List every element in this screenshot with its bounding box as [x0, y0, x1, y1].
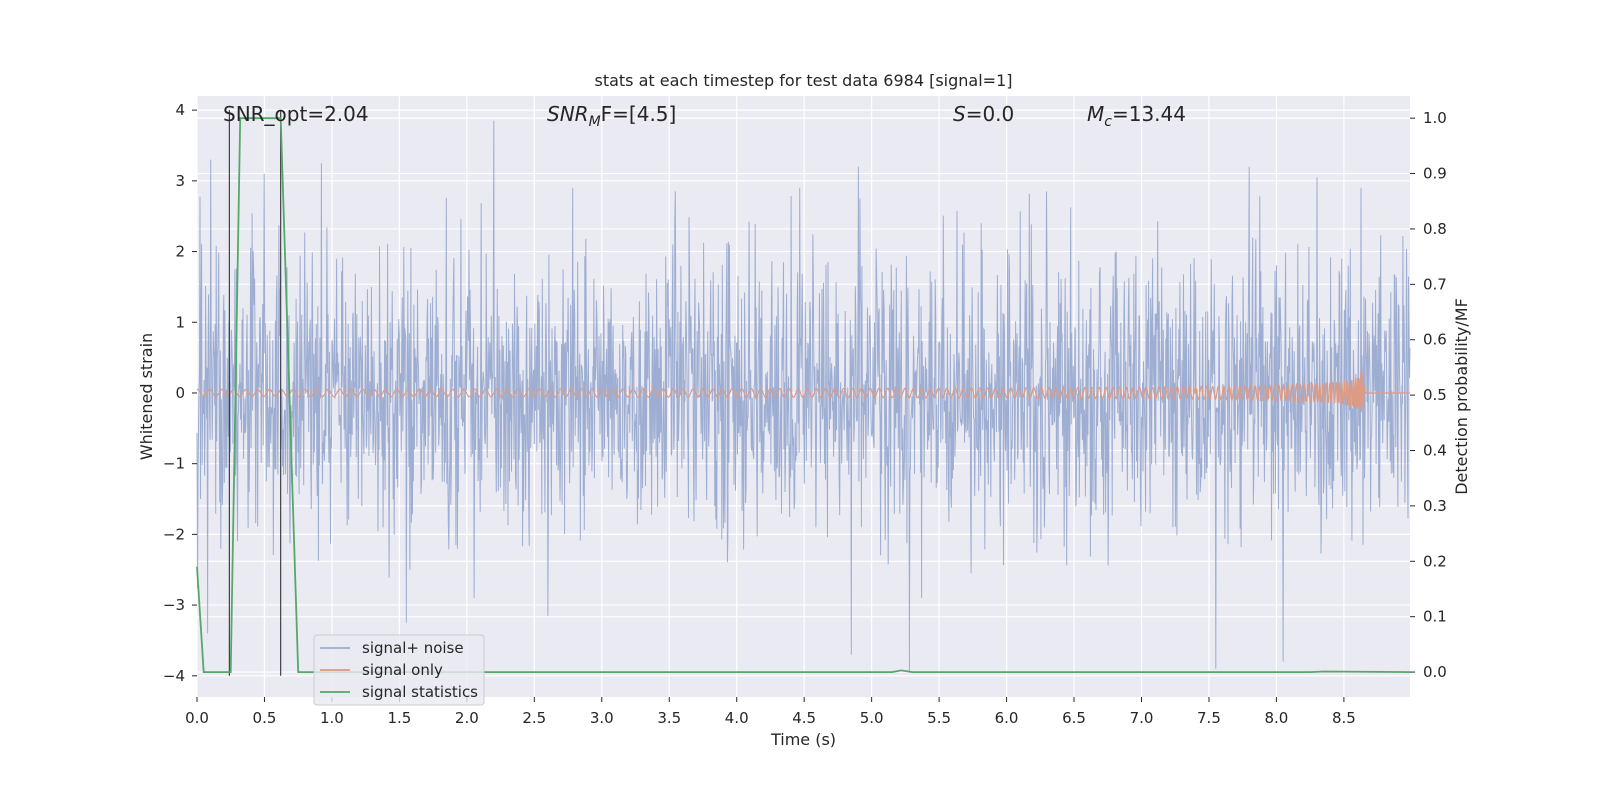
y-right-tick-label: 0.1 [1423, 608, 1447, 626]
annotation-mc-rest: =13.44 [1112, 102, 1186, 126]
annotation-s: S=0.0 [953, 102, 1014, 126]
legend: signal+ noise signal only signal statist… [313, 634, 485, 706]
x-tick-label: 0.5 [253, 709, 277, 727]
y-axis-right-label: Detection probability/MF [1452, 298, 1471, 495]
y-right-tick-label: 0.9 [1423, 165, 1447, 183]
y-tick-label: −2 [163, 525, 185, 543]
y-tick-label: 1 [175, 313, 185, 331]
y-tick-label: −4 [163, 667, 185, 685]
x-tick-label: 1.0 [320, 709, 344, 727]
x-tick-label: 0.0 [185, 709, 209, 727]
annotation-mc-sub: c [1104, 114, 1112, 130]
annotation-snr-mf-main: SNR [547, 102, 589, 126]
legend-label-signal-noise: signal+ noise [362, 639, 464, 657]
y-axis-left-ticks: −4 −3 −2 −1 0 1 2 3 4 [163, 101, 197, 685]
series-signal-only [196, 369, 1410, 411]
x-tick-label: 7.0 [1130, 709, 1154, 727]
annotation-snr-mf-rest: F=[4.5] [601, 102, 677, 126]
y-tick-label: 2 [175, 243, 185, 261]
y-right-tick-label: 0.8 [1423, 220, 1447, 238]
x-tick-label: 7.5 [1197, 709, 1221, 727]
y-tick-label: 4 [175, 101, 185, 119]
annotation-s-rest: =0.0 [966, 102, 1015, 126]
annotation-mc-main: M [1087, 102, 1104, 126]
stats-trace [196, 117, 1411, 673]
x-tick-label: 2.0 [455, 709, 479, 727]
x-tick-label: 2.5 [522, 709, 546, 727]
x-tick-label: 5.0 [860, 709, 884, 727]
y-axis-label: Whitened strain [137, 333, 156, 460]
x-tick-label: 3.0 [590, 709, 614, 727]
chirp-trace [196, 369, 1410, 411]
x-axis-label: Time (s) [770, 730, 836, 749]
y-axis-right-ticks: 0.0 0.1 0.2 0.3 0.4 0.5 0.6 0.7 0.8 0.9 1.0 [1410, 109, 1447, 681]
annotation-mc: Mc=13.44 [1087, 102, 1186, 130]
x-tick-label: 8.5 [1332, 709, 1356, 727]
legend-label-signal-only: signal only [362, 661, 443, 679]
chart-title: stats at each timestep for test data 698… [594, 71, 1012, 90]
x-tick-label: 5.5 [927, 709, 951, 727]
y-right-tick-label: 0.2 [1423, 552, 1447, 570]
vertical-markers [228, 110, 282, 676]
legend-label-signal-statistics: signal statistics [362, 683, 478, 701]
y-tick-label: 0 [175, 384, 185, 402]
y-tick-label: −3 [163, 596, 185, 614]
annotation-snr-mf: SNRMF=[4.5] [547, 102, 676, 130]
annotation-snr-opt: SNR_opt=2.04 [223, 102, 369, 126]
x-tick-label: 3.5 [657, 709, 681, 727]
y-right-tick-label: 0.3 [1423, 497, 1447, 515]
x-tick-label: 6.0 [995, 709, 1019, 727]
y-right-tick-label: 0.6 [1423, 331, 1447, 349]
series-signal-statistics [196, 117, 1411, 673]
y-right-tick-label: 1.0 [1423, 109, 1447, 127]
noise-trace [196, 120, 1411, 673]
annotation-s-italic: S [953, 102, 966, 126]
x-tick-label: 8.0 [1264, 709, 1288, 727]
annotation-snr-mf-sub: M [589, 114, 601, 130]
y-right-tick-label: 0.7 [1423, 275, 1447, 293]
y-right-tick-label: 0.4 [1423, 442, 1447, 460]
legend-box [313, 634, 485, 706]
y-right-tick-label: 0.0 [1423, 663, 1447, 681]
y-tick-label: 3 [175, 172, 185, 190]
series-signal-noise [196, 120, 1411, 673]
x-axis-ticks: 0.0 0.5 1.0 1.5 2.0 2.5 3.0 3.5 4.0 4.5 5.0 5.5 6.0 6… [185, 697, 1356, 727]
y-right-tick-label: 0.5 [1423, 386, 1447, 404]
x-tick-label: 6.5 [1062, 709, 1086, 727]
x-tick-label: 1.5 [387, 709, 411, 727]
x-tick-label: 4.5 [792, 709, 816, 727]
x-tick-label: 4.0 [725, 709, 749, 727]
y-tick-label: −1 [163, 455, 185, 473]
